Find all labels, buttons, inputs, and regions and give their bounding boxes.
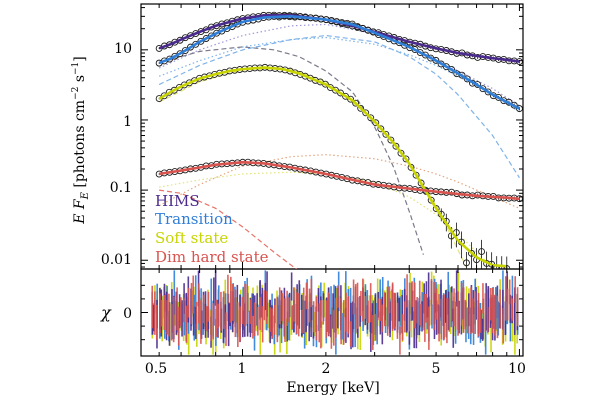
data-point xyxy=(357,104,365,112)
data-point xyxy=(463,259,470,267)
data-point xyxy=(347,95,355,103)
data-point xyxy=(192,40,200,48)
x-tick-label: 1 xyxy=(238,361,247,377)
legend-entry-hims: HIMS xyxy=(155,192,200,210)
data-point xyxy=(155,95,163,103)
data-point xyxy=(468,249,475,257)
data-point xyxy=(417,179,425,187)
model-fit-line xyxy=(158,66,507,268)
data-point xyxy=(342,92,350,100)
y-axis-label: E FE [photons cm−2 s−1] xyxy=(71,56,91,225)
axis-ticks xyxy=(141,4,523,356)
model-fit-line xyxy=(158,160,520,201)
data-point xyxy=(427,196,435,204)
residual-y-axis-label: χ xyxy=(100,303,112,322)
residual-y-tick-label: 0 xyxy=(123,306,132,322)
data-point xyxy=(367,114,375,122)
x-axis-label: Energy [keV] xyxy=(286,380,379,396)
y-tick-labels: 10 1 0.1 0.01 xyxy=(101,41,132,268)
data-point xyxy=(387,136,395,144)
x-tick-labels: 0.5 1 2 5 10 xyxy=(145,361,526,377)
legend-entry-transition: Transition xyxy=(155,210,233,228)
data-point xyxy=(397,149,405,157)
data-point xyxy=(515,105,523,113)
data-point xyxy=(463,75,471,83)
data-point xyxy=(197,37,205,45)
x-tick-label: 0.5 xyxy=(145,361,167,377)
data-point xyxy=(432,205,440,213)
data-point xyxy=(392,142,400,150)
model-component-line xyxy=(159,189,298,269)
data-point xyxy=(362,109,370,117)
y-tick-label: 10 xyxy=(114,41,132,57)
x-tick-label: 10 xyxy=(508,361,526,377)
data-point xyxy=(479,85,487,93)
legend-entry-dim-hard-state: Dim hard state xyxy=(155,248,269,266)
legend: HIMS Transition Soft state Dim hard stat… xyxy=(155,192,269,266)
data-point xyxy=(181,47,189,54)
x-tick-label: 2 xyxy=(322,361,331,377)
model-component-line xyxy=(158,34,520,179)
data-point xyxy=(402,155,410,163)
y-tick-label: 0.01 xyxy=(101,252,132,268)
legend-entry-soft-state: Soft state xyxy=(155,229,228,247)
data-point xyxy=(377,125,385,133)
data-point xyxy=(478,248,486,256)
data-point xyxy=(372,119,380,127)
residuals xyxy=(151,270,519,355)
data-point xyxy=(412,171,420,179)
data-point xyxy=(332,86,339,94)
model-fit-line xyxy=(158,15,521,110)
y-tick-label: 0.1 xyxy=(110,180,132,196)
data-point xyxy=(484,88,492,96)
data-point xyxy=(352,99,360,107)
data-point xyxy=(442,63,450,71)
data-point xyxy=(382,130,390,138)
model-component-line xyxy=(158,154,520,209)
data-point xyxy=(160,92,168,100)
best-fit-models xyxy=(158,14,521,268)
data-point xyxy=(187,43,194,51)
x-tick-label: 5 xyxy=(432,361,441,377)
y-tick-label: 1 xyxy=(123,114,132,130)
model-component-line xyxy=(158,46,424,255)
data-point xyxy=(337,89,344,97)
